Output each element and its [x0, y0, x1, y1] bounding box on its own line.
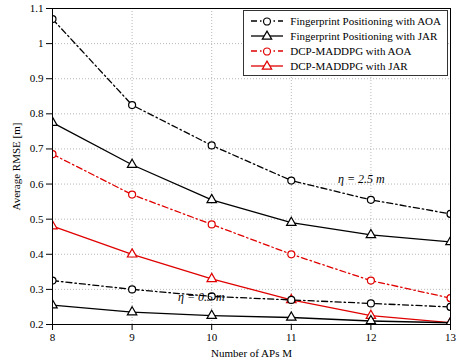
svg-text:1.1: 1.1 — [30, 2, 44, 14]
svg-text:0.4: 0.4 — [30, 248, 44, 260]
svg-text:1: 1 — [38, 37, 44, 49]
svg-text:11: 11 — [286, 331, 297, 343]
html-text:Fingerprint Positioning with A: Fingerprint Positioning with AOA — [290, 14, 441, 27]
svg-text:0.8: 0.8 — [30, 107, 44, 119]
html-text:DCP-MADDPG with AOA: DCP-MADDPG with AOA — [290, 44, 412, 57]
svg-text:12: 12 — [365, 331, 376, 343]
svg-text:Average RMSE [m]: Average RMSE [m] — [10, 123, 22, 211]
html-text:Fingerprint Positioning with J: Fingerprint Positioning with JAR — [290, 29, 438, 42]
svg-text:Number of APs M: Number of APs M — [211, 347, 292, 359]
svg-text:10: 10 — [206, 331, 218, 343]
svg-text:0.3: 0.3 — [30, 283, 44, 295]
svg-text:0.9: 0.9 — [30, 72, 44, 84]
html-text:DCP-MADDPG with JAR: DCP-MADDPG with JAR — [290, 59, 408, 72]
html-text:η = 2.5 m: η = 2.5 m — [338, 172, 385, 186]
svg-text:8: 8 — [50, 331, 56, 343]
svg-text:0.7: 0.7 — [30, 142, 44, 154]
svg-text:0.6: 0.6 — [30, 178, 44, 190]
svg-text:0.5: 0.5 — [30, 213, 44, 225]
html-text:η = 0.5 m: η = 0.5 m — [178, 290, 225, 304]
svg-text:13: 13 — [445, 331, 457, 343]
svg-text:9: 9 — [129, 331, 135, 343]
svg-text:0.2: 0.2 — [30, 318, 44, 330]
